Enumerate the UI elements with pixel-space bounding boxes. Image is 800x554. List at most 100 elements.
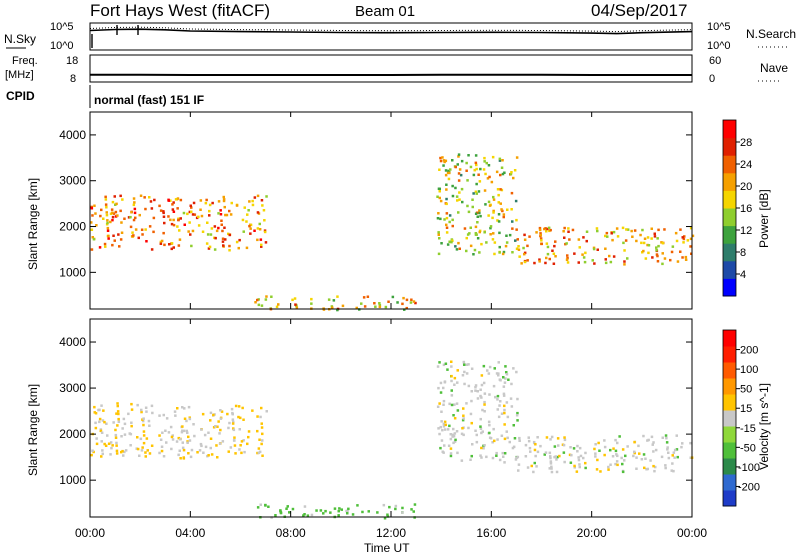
data-cell — [518, 439, 521, 442]
data-cell — [478, 180, 482, 183]
data-cell — [232, 427, 235, 430]
data-cell — [661, 436, 664, 439]
freq-label-1: Freq. — [12, 55, 38, 67]
freq-tick-top: 18 — [66, 55, 78, 67]
data-cell — [186, 440, 189, 443]
data-cell — [111, 243, 114, 247]
data-cell — [492, 209, 495, 213]
data-cell — [196, 451, 199, 454]
data-cell — [515, 247, 519, 250]
data-cell — [621, 462, 624, 466]
data-cell — [676, 260, 680, 263]
data-cell — [177, 244, 181, 247]
data-cell — [553, 445, 557, 448]
data-cell — [462, 417, 465, 420]
data-cell — [472, 253, 475, 256]
data-cell — [260, 245, 263, 248]
data-cell — [566, 261, 570, 264]
data-cell — [603, 453, 606, 457]
data-cell — [120, 231, 124, 234]
data-cell — [566, 254, 569, 257]
data-cell — [620, 456, 623, 460]
data-cell — [171, 208, 175, 211]
data-cell — [209, 233, 213, 236]
data-cell — [480, 431, 483, 435]
data-cell — [530, 464, 533, 468]
data-cell — [667, 451, 670, 454]
data-cell — [159, 438, 163, 441]
data-cell — [258, 228, 262, 231]
data-cell — [664, 464, 667, 467]
nave-tick-top: 60 — [709, 55, 721, 67]
data-cell — [497, 372, 500, 375]
data-cell — [474, 429, 477, 432]
freq-label-2: [MHz] — [5, 69, 34, 81]
ytick-label: 2000 — [59, 427, 86, 441]
data-cell — [565, 242, 568, 245]
data-cell — [450, 389, 453, 392]
data-cell — [219, 417, 223, 420]
data-cell — [475, 167, 478, 171]
data-cell — [129, 444, 132, 447]
data-cell — [109, 441, 113, 444]
data-cell — [573, 252, 576, 255]
data-cell — [582, 256, 586, 259]
data-cell — [110, 208, 114, 211]
data-cell — [90, 453, 93, 457]
ytick-label: 4000 — [59, 128, 86, 142]
data-cell — [514, 199, 518, 203]
data-cell — [539, 444, 542, 448]
data-cell — [135, 447, 138, 450]
data-cell — [500, 188, 504, 192]
data-cell — [539, 237, 543, 240]
data-cell — [596, 458, 599, 462]
data-cell — [346, 512, 349, 515]
data-cell — [324, 509, 327, 513]
data-cell — [497, 220, 501, 223]
data-cell — [453, 440, 457, 443]
data-cell — [451, 239, 454, 242]
data-cell — [480, 383, 484, 387]
data-cell — [626, 445, 629, 448]
data-cell — [185, 419, 188, 423]
data-cell — [480, 242, 483, 246]
data-cell — [95, 437, 98, 440]
data-cell — [451, 194, 455, 198]
data-cell — [533, 441, 536, 445]
xtick-label: 00:00 — [677, 526, 707, 540]
data-cell — [222, 244, 225, 247]
data-cell — [105, 206, 108, 209]
data-cell — [621, 470, 625, 474]
data-cell — [611, 455, 615, 458]
data-cell — [475, 182, 478, 186]
data-cell — [566, 256, 569, 260]
data-cell — [650, 227, 653, 230]
data-cell — [443, 420, 447, 424]
data-cell — [563, 438, 567, 442]
data-cell — [162, 210, 165, 213]
data-cell — [666, 448, 669, 451]
data-cell — [295, 304, 298, 308]
data-cell — [132, 203, 136, 207]
data-cell — [515, 370, 518, 374]
data-cell — [238, 448, 241, 451]
data-cell — [479, 454, 482, 457]
data-cell — [469, 226, 472, 229]
data-cell — [633, 440, 636, 444]
data-cell — [591, 259, 594, 262]
data-cell — [261, 454, 264, 457]
data-cell — [170, 242, 174, 245]
data-cell — [220, 410, 224, 413]
data-cell — [517, 248, 521, 251]
data-cell — [200, 428, 203, 431]
data-cell — [275, 305, 279, 309]
data-cell — [111, 211, 114, 214]
data-cell — [202, 451, 205, 454]
data-cell — [549, 455, 552, 458]
data-cell — [460, 187, 464, 191]
data-cell — [496, 398, 499, 401]
data-cell — [661, 262, 664, 266]
data-cell — [256, 211, 260, 214]
data-cell — [179, 217, 182, 220]
data-cell — [625, 228, 628, 231]
